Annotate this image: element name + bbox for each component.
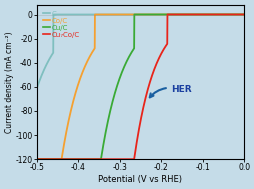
Co/C: [93, 13, 96, 16]
Cu/C: [35, 158, 38, 160]
Line: C: C: [37, 15, 245, 89]
C: [238, 13, 241, 16]
Cu₇Co/C: [35, 158, 38, 160]
Cu/C: [238, 13, 241, 16]
Line: Cu/C: Cu/C: [37, 15, 245, 159]
Cu₇Co/C: [165, 13, 168, 16]
C: [137, 13, 140, 16]
Cu₇Co/C: [46, 158, 49, 160]
Co/C: [46, 158, 49, 160]
Cu₇Co/C: [136, 131, 139, 133]
Y-axis label: Current density (mA cm⁻²): Current density (mA cm⁻²): [5, 31, 14, 133]
Co/C: [137, 13, 140, 16]
Cu₇Co/C: [199, 13, 202, 16]
Cu/C: [199, 13, 202, 16]
Cu₇Co/C: [131, 158, 134, 160]
Line: Cu₇Co/C: Cu₇Co/C: [37, 15, 245, 159]
C: [35, 88, 38, 90]
Cu/C: [132, 13, 135, 16]
C: [46, 62, 49, 64]
Co/C: [131, 13, 134, 16]
X-axis label: Potential (V vs RHE): Potential (V vs RHE): [98, 175, 182, 184]
C: [199, 13, 202, 16]
Line: Co/C: Co/C: [37, 15, 245, 159]
C: [244, 13, 247, 16]
Cu₇Co/C: [237, 13, 241, 16]
Co/C: [237, 13, 241, 16]
Cu/C: [131, 49, 134, 51]
Cu₇Co/C: [244, 13, 247, 16]
Legend: C, Co/C, Cu/C, Cu₇Co/C: C, Co/C, Cu/C, Cu₇Co/C: [42, 10, 81, 38]
Cu/C: [46, 158, 49, 160]
Cu/C: [244, 13, 247, 16]
Co/C: [35, 158, 38, 160]
Co/C: [199, 13, 202, 16]
Cu/C: [137, 13, 140, 16]
C: [52, 13, 55, 16]
Text: HER: HER: [149, 85, 191, 97]
Cu₇Co/C: [238, 13, 241, 16]
Cu/C: [237, 13, 241, 16]
Co/C: [238, 13, 241, 16]
C: [131, 13, 134, 16]
Co/C: [244, 13, 247, 16]
C: [237, 13, 241, 16]
